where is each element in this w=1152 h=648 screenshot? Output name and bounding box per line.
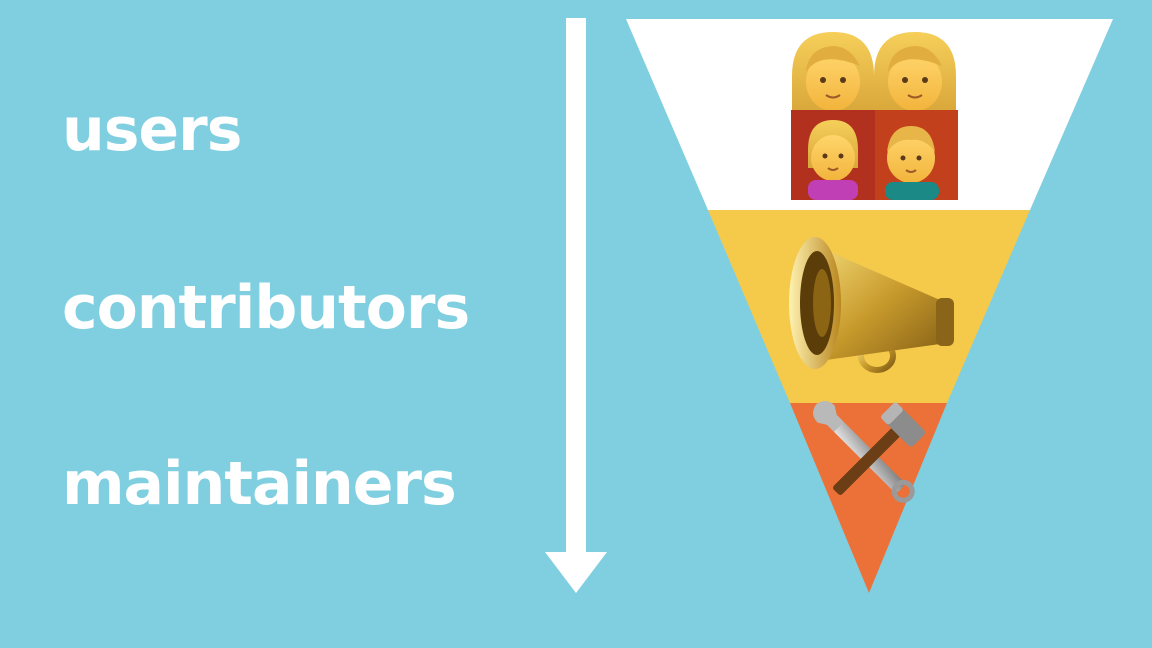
stage-label-maintainers: maintainers (62, 449, 457, 519)
family-icon (791, 32, 958, 200)
hammer-and-wrench-icon (813, 401, 925, 503)
arrow-shaft (566, 18, 586, 558)
arrow-head (545, 552, 607, 593)
stage-label-contributors: contributors (62, 273, 470, 343)
megaphone-icon (789, 237, 954, 373)
stage-label-users: users (62, 95, 242, 165)
funnel-section-maintainers (790, 403, 947, 593)
